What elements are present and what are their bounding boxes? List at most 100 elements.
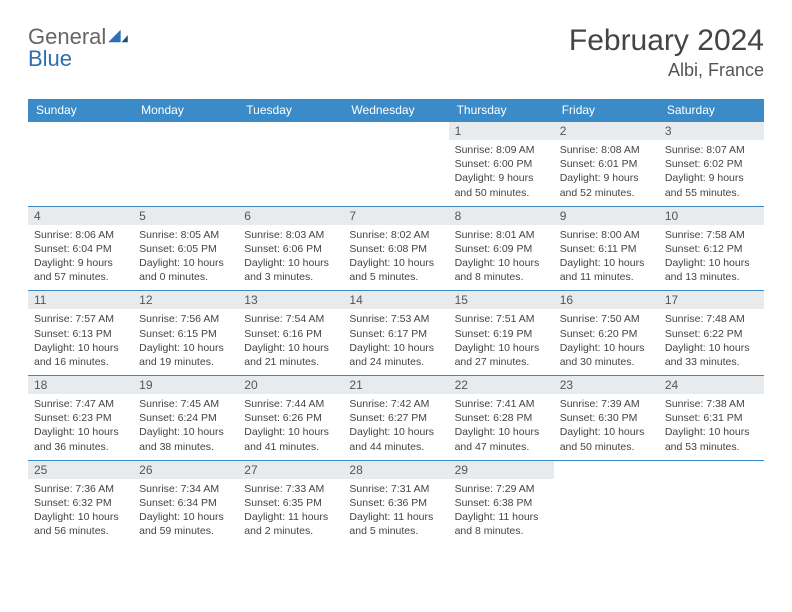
date-number: 16: [554, 291, 659, 309]
calendar-body: . . . . 1Sunrise: 8:09 AMSunset: 6:00 PM…: [28, 121, 764, 544]
date-number: 19: [133, 376, 238, 394]
cell-details: Sunrise: 7:42 AMSunset: 6:27 PMDaylight:…: [343, 394, 448, 454]
cell-details: Sunrise: 8:00 AMSunset: 6:11 PMDaylight:…: [554, 225, 659, 285]
calendar-cell: 3Sunrise: 8:07 AMSunset: 6:02 PMDaylight…: [659, 121, 764, 206]
cell-details: Sunrise: 7:39 AMSunset: 6:30 PMDaylight:…: [554, 394, 659, 454]
date-number: 12: [133, 291, 238, 309]
header: GeneralBlue February 2024 Albi, France: [28, 24, 764, 81]
calendar-cell: 1Sunrise: 8:09 AMSunset: 6:00 PMDaylight…: [449, 121, 554, 206]
date-number: 8: [449, 207, 554, 225]
date-number: 29: [449, 461, 554, 479]
calendar-cell: 8Sunrise: 8:01 AMSunset: 6:09 PMDaylight…: [449, 206, 554, 291]
calendar-cell: 23Sunrise: 7:39 AMSunset: 6:30 PMDayligh…: [554, 375, 659, 460]
date-number: 17: [659, 291, 764, 309]
cell-details: Sunrise: 8:09 AMSunset: 6:00 PMDaylight:…: [449, 140, 554, 200]
calendar-cell: 9Sunrise: 8:00 AMSunset: 6:11 PMDaylight…: [554, 206, 659, 291]
date-number: 5: [133, 207, 238, 225]
calendar-cell: 14Sunrise: 7:53 AMSunset: 6:17 PMDayligh…: [343, 290, 448, 375]
date-number: 25: [28, 461, 133, 479]
calendar-cell: 27Sunrise: 7:33 AMSunset: 6:35 PMDayligh…: [238, 460, 343, 545]
cell-details: Sunrise: 7:56 AMSunset: 6:15 PMDaylight:…: [133, 309, 238, 369]
calendar-cell: 7Sunrise: 8:02 AMSunset: 6:08 PMDaylight…: [343, 206, 448, 291]
date-number: 7: [343, 207, 448, 225]
calendar-cell: 21Sunrise: 7:42 AMSunset: 6:27 PMDayligh…: [343, 375, 448, 460]
cell-details: Sunrise: 7:51 AMSunset: 6:19 PMDaylight:…: [449, 309, 554, 369]
day-header: Saturday: [659, 99, 764, 121]
calendar-cell: 22Sunrise: 7:41 AMSunset: 6:28 PMDayligh…: [449, 375, 554, 460]
calendar-cell: 26Sunrise: 7:34 AMSunset: 6:34 PMDayligh…: [133, 460, 238, 545]
title-block: February 2024 Albi, France: [569, 24, 764, 81]
calendar-cell: 12Sunrise: 7:56 AMSunset: 6:15 PMDayligh…: [133, 290, 238, 375]
logo-sail-icon: [108, 24, 128, 50]
cell-details: Sunrise: 7:33 AMSunset: 6:35 PMDaylight:…: [238, 479, 343, 539]
date-number: 21: [343, 376, 448, 394]
day-header: Friday: [554, 99, 659, 121]
cell-details: Sunrise: 7:50 AMSunset: 6:20 PMDaylight:…: [554, 309, 659, 369]
date-number: 20: [238, 376, 343, 394]
calendar-cell: 11Sunrise: 7:57 AMSunset: 6:13 PMDayligh…: [28, 290, 133, 375]
calendar-cell: .: [238, 121, 343, 206]
calendar-cell: 25Sunrise: 7:36 AMSunset: 6:32 PMDayligh…: [28, 460, 133, 545]
date-number: 2: [554, 122, 659, 140]
calendar-grid: SundayMondayTuesdayWednesdayThursdayFrid…: [28, 99, 764, 544]
cell-details: Sunrise: 8:05 AMSunset: 6:05 PMDaylight:…: [133, 225, 238, 285]
calendar-cell: 13Sunrise: 7:54 AMSunset: 6:16 PMDayligh…: [238, 290, 343, 375]
cell-details: Sunrise: 8:02 AMSunset: 6:08 PMDaylight:…: [343, 225, 448, 285]
day-header: Sunday: [28, 99, 133, 121]
cell-details: Sunrise: 7:36 AMSunset: 6:32 PMDaylight:…: [28, 479, 133, 539]
date-number: 3: [659, 122, 764, 140]
logo: GeneralBlue: [28, 24, 128, 72]
calendar-cell: 29Sunrise: 7:29 AMSunset: 6:38 PMDayligh…: [449, 460, 554, 545]
date-number: 18: [28, 376, 133, 394]
calendar-cell: 24Sunrise: 7:38 AMSunset: 6:31 PMDayligh…: [659, 375, 764, 460]
calendar-cell: .: [554, 460, 659, 545]
date-number: 23: [554, 376, 659, 394]
cell-details: Sunrise: 7:54 AMSunset: 6:16 PMDaylight:…: [238, 309, 343, 369]
calendar-cell: 19Sunrise: 7:45 AMSunset: 6:24 PMDayligh…: [133, 375, 238, 460]
calendar-week: 25Sunrise: 7:36 AMSunset: 6:32 PMDayligh…: [28, 460, 764, 545]
cell-details: Sunrise: 7:38 AMSunset: 6:31 PMDaylight:…: [659, 394, 764, 454]
cell-details: Sunrise: 8:03 AMSunset: 6:06 PMDaylight:…: [238, 225, 343, 285]
calendar-cell: .: [659, 460, 764, 545]
date-number: 22: [449, 376, 554, 394]
date-number: 27: [238, 461, 343, 479]
cell-details: Sunrise: 7:53 AMSunset: 6:17 PMDaylight:…: [343, 309, 448, 369]
calendar-cell: 2Sunrise: 8:08 AMSunset: 6:01 PMDaylight…: [554, 121, 659, 206]
cell-details: Sunrise: 7:57 AMSunset: 6:13 PMDaylight:…: [28, 309, 133, 369]
date-number: 14: [343, 291, 448, 309]
calendar-week: 11Sunrise: 7:57 AMSunset: 6:13 PMDayligh…: [28, 290, 764, 375]
cell-details: Sunrise: 8:01 AMSunset: 6:09 PMDaylight:…: [449, 225, 554, 285]
location: Albi, France: [569, 60, 764, 81]
date-number: 9: [554, 207, 659, 225]
day-header: Monday: [133, 99, 238, 121]
cell-details: Sunrise: 7:47 AMSunset: 6:23 PMDaylight:…: [28, 394, 133, 454]
month-title: February 2024: [569, 24, 764, 58]
date-number: 10: [659, 207, 764, 225]
date-number: 26: [133, 461, 238, 479]
cell-details: Sunrise: 7:41 AMSunset: 6:28 PMDaylight:…: [449, 394, 554, 454]
cell-details: Sunrise: 7:58 AMSunset: 6:12 PMDaylight:…: [659, 225, 764, 285]
cell-details: Sunrise: 7:34 AMSunset: 6:34 PMDaylight:…: [133, 479, 238, 539]
cell-details: Sunrise: 7:45 AMSunset: 6:24 PMDaylight:…: [133, 394, 238, 454]
cell-details: Sunrise: 7:48 AMSunset: 6:22 PMDaylight:…: [659, 309, 764, 369]
cell-details: Sunrise: 8:07 AMSunset: 6:02 PMDaylight:…: [659, 140, 764, 200]
date-number: 6: [238, 207, 343, 225]
calendar-cell: 5Sunrise: 8:05 AMSunset: 6:05 PMDaylight…: [133, 206, 238, 291]
calendar-cell: 6Sunrise: 8:03 AMSunset: 6:06 PMDaylight…: [238, 206, 343, 291]
day-header: Thursday: [449, 99, 554, 121]
date-number: 24: [659, 376, 764, 394]
date-number: 13: [238, 291, 343, 309]
day-header-row: SundayMondayTuesdayWednesdayThursdayFrid…: [28, 99, 764, 121]
date-number: 1: [449, 122, 554, 140]
cell-details: Sunrise: 7:29 AMSunset: 6:38 PMDaylight:…: [449, 479, 554, 539]
calendar-week: 4Sunrise: 8:06 AMSunset: 6:04 PMDaylight…: [28, 206, 764, 291]
date-number: 11: [28, 291, 133, 309]
calendar-cell: .: [343, 121, 448, 206]
calendar-cell: 15Sunrise: 7:51 AMSunset: 6:19 PMDayligh…: [449, 290, 554, 375]
calendar-cell: .: [133, 121, 238, 206]
calendar-cell: 4Sunrise: 8:06 AMSunset: 6:04 PMDaylight…: [28, 206, 133, 291]
calendar-cell: 17Sunrise: 7:48 AMSunset: 6:22 PMDayligh…: [659, 290, 764, 375]
calendar-cell: 16Sunrise: 7:50 AMSunset: 6:20 PMDayligh…: [554, 290, 659, 375]
calendar-cell: 10Sunrise: 7:58 AMSunset: 6:12 PMDayligh…: [659, 206, 764, 291]
calendar-week: 18Sunrise: 7:47 AMSunset: 6:23 PMDayligh…: [28, 375, 764, 460]
